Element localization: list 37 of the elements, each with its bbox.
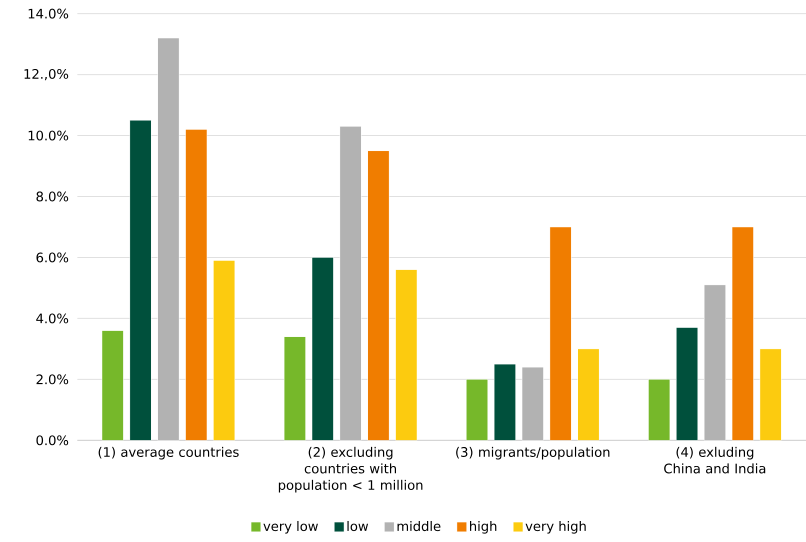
x-tick-label: (3) migrants/population [456, 447, 610, 460]
bar [648, 379, 670, 440]
bar [578, 348, 600, 440]
bar [466, 379, 488, 440]
bar [102, 330, 124, 440]
y-tick-label: 8.0% [36, 192, 68, 202]
bar [340, 126, 362, 440]
bar [284, 336, 306, 440]
legend-label: very high [526, 521, 586, 534]
y-tick-label: 14.0% [28, 8, 68, 19]
bar [213, 260, 236, 440]
bar [732, 226, 754, 440]
y-tick-label: 6.0% [36, 252, 68, 263]
bar [157, 38, 180, 440]
x-tick-label: (4) exluding China and India [664, 447, 766, 474]
legend-label: middle [398, 521, 440, 532]
bar [760, 348, 782, 440]
x-tick-label: (1) average countries [98, 447, 239, 460]
bar [522, 367, 544, 440]
bar [550, 226, 572, 440]
legend-label: high [470, 521, 496, 534]
bar [676, 327, 698, 440]
y-tick-label: 10.0% [28, 130, 68, 141]
bar [367, 150, 390, 440]
bar [704, 284, 726, 440]
y-tick-label: 2.0% [36, 374, 68, 384]
legend-label: low [347, 521, 368, 532]
bar [130, 120, 152, 440]
y-tick-label: 4.0% [36, 314, 68, 324]
x-tick-label: (2) excluding countries with population < 1 million [278, 447, 422, 493]
bar [312, 257, 334, 440]
legend-label: very low [263, 521, 318, 534]
y-tick-label: 12.,0% [24, 69, 68, 80]
bar [185, 129, 208, 440]
bar [494, 364, 516, 440]
bar [395, 270, 418, 440]
y-tick-label: 0.0% [36, 436, 68, 446]
